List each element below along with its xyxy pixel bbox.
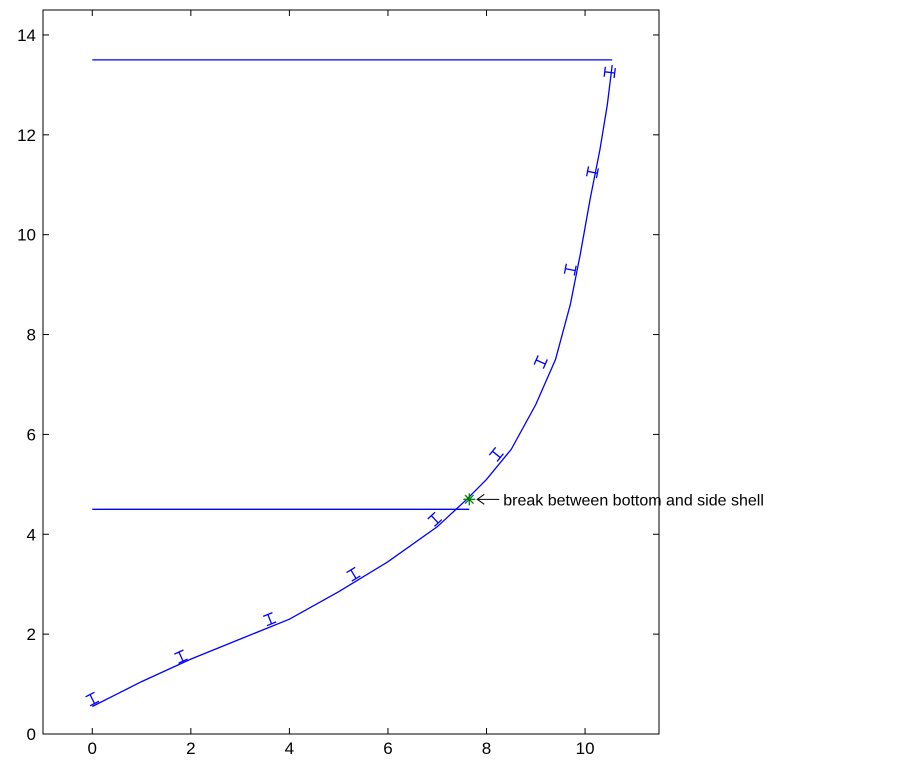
stiffener-web	[535, 359, 546, 365]
y-tick-label: 6	[27, 425, 36, 444]
x-tick-label: 2	[186, 739, 195, 758]
stiffener-base	[351, 575, 361, 582]
x-tick-label: 8	[482, 739, 491, 758]
stiffener-marker	[563, 263, 577, 276]
break-point-ray	[464, 494, 474, 505]
stiffener-web	[492, 450, 501, 459]
break-point-marker	[463, 493, 476, 506]
stiffener-base	[89, 700, 100, 707]
stiffener-web	[604, 71, 615, 74]
x-tick-label: 0	[88, 739, 97, 758]
stiffener-flange	[488, 446, 497, 456]
stiffener-flange	[533, 355, 539, 365]
stiffener-base	[542, 359, 548, 369]
x-axis: 0 2 4 6 8 10	[88, 10, 595, 758]
stiffener-flange	[262, 612, 273, 618]
stiffener-web	[267, 614, 273, 625]
stiffener-flange	[85, 691, 95, 698]
stiffener-base	[595, 168, 599, 179]
stiffener-marker	[174, 649, 188, 664]
series-hull	[92, 64, 613, 708]
x-tick-label: 6	[383, 739, 392, 758]
stiffener-base	[266, 621, 277, 627]
annotation-text: break between bottom and side shell	[503, 492, 764, 509]
y-tick-label: 10	[17, 226, 36, 245]
y-tick-label: 4	[27, 525, 36, 544]
stiffener-web	[565, 268, 576, 272]
stiffener-marker	[533, 355, 548, 369]
stiffener-marker	[427, 511, 443, 527]
stiffener-flange	[585, 166, 590, 177]
y-tick-label: 0	[27, 725, 36, 744]
series-group	[92, 59, 613, 708]
stiffener-marker	[488, 446, 504, 462]
annotations-group: break between bottom and side shell	[463, 492, 764, 509]
stiffener-base	[178, 658, 188, 664]
x-tick-label: 4	[285, 739, 294, 758]
y-tick-label: 2	[27, 625, 36, 644]
stiffener-web	[178, 651, 184, 662]
stiffener-base	[613, 67, 616, 79]
stiffener-marker	[262, 612, 277, 627]
annotation-arrow-head	[476, 493, 485, 505]
stiffener-marker	[603, 66, 616, 79]
y-axis: 0 2 4 6 8 10 12 14	[17, 26, 659, 744]
y-tick-label: 12	[17, 126, 36, 145]
stiffener-flange	[174, 649, 184, 655]
stiffener-web	[89, 694, 96, 704]
x-tick-label: 10	[576, 739, 595, 758]
stiffener-flange	[427, 511, 436, 520]
stiffener-flange	[603, 66, 607, 77]
stiffener-markers	[85, 66, 616, 707]
stiffener-base	[434, 519, 443, 527]
stiffener-flange	[563, 263, 567, 274]
stiffener-web	[430, 515, 439, 524]
stiffener-marker	[585, 166, 599, 179]
stiffener-web	[587, 170, 598, 174]
stiffener-marker	[85, 691, 100, 707]
stiffener-base	[496, 453, 504, 462]
stiffener-web	[350, 569, 357, 579]
stiffener-marker	[346, 566, 361, 582]
y-tick-label: 14	[17, 26, 36, 45]
stiffener-flange	[346, 566, 356, 574]
plot-area-frame	[42, 9, 660, 735]
stiffener-base	[573, 265, 577, 276]
y-tick-label: 8	[27, 326, 36, 345]
